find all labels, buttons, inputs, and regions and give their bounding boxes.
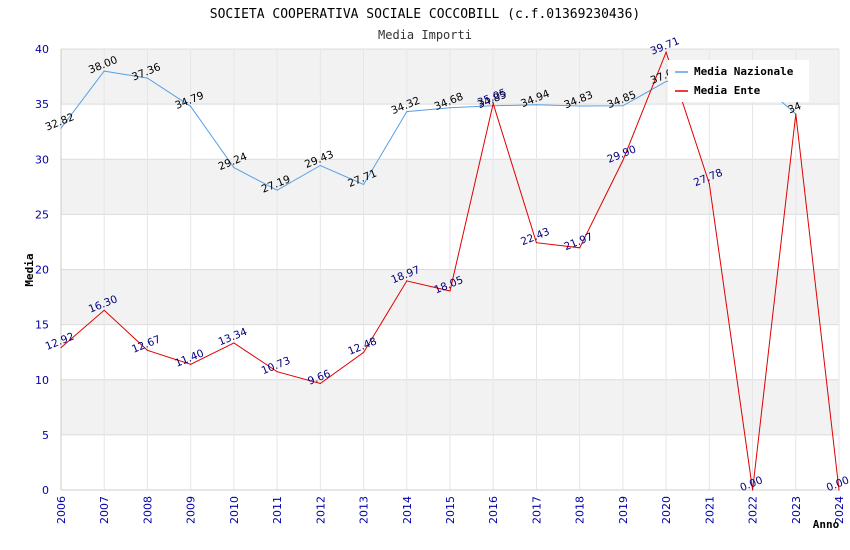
x-tick-label: 2016 xyxy=(487,496,500,524)
data-point-media-nazionale xyxy=(406,111,408,113)
data-point-media-ente xyxy=(362,351,365,354)
y-axis-label: Media xyxy=(23,253,36,286)
data-point-media-ente xyxy=(319,382,321,385)
data-point-media-nazionale xyxy=(190,105,192,108)
data-point-media-nazionale xyxy=(579,105,581,107)
x-tick-label: 2024 xyxy=(833,496,846,524)
data-point-media-ente xyxy=(60,346,62,349)
x-tick-label: 2014 xyxy=(401,496,414,524)
data-point-media-ente xyxy=(838,489,840,491)
data-point-media-ente xyxy=(492,102,494,105)
data-point-media-ente xyxy=(622,159,624,161)
x-axis-ticks: 2006 2007 2008 2009 2010 2011 2012 2013 2014 2015… xyxy=(55,496,846,524)
data-point-media-nazionale xyxy=(103,70,105,72)
axes xyxy=(60,49,839,491)
legend-label-media-nazionale: Media Nazionale xyxy=(694,65,794,78)
data-point-media-nazionale xyxy=(362,183,365,186)
x-tick-label: 2021 xyxy=(703,496,716,524)
data-point-media-ente xyxy=(406,280,408,282)
x-tick-label: 2013 xyxy=(358,496,371,524)
y-tick-label: 25 xyxy=(35,208,49,221)
data-point-media-ente xyxy=(233,342,235,344)
data-point-media-ente xyxy=(103,309,105,311)
x-axis-label: Anno xyxy=(813,518,840,531)
x-tick-label: 2020 xyxy=(660,496,673,524)
x-tick-label: 2019 xyxy=(617,496,630,524)
y-tick-label: 30 xyxy=(35,153,49,166)
data-point-media-ente xyxy=(449,290,451,292)
x-tick-label: 2009 xyxy=(185,496,198,524)
data-point-media-ente xyxy=(276,371,278,373)
x-tick-label: 2006 xyxy=(55,496,68,524)
x-tick-label: 2018 xyxy=(574,496,587,524)
data-point-media-ente xyxy=(579,247,581,249)
data-point-media-nazionale xyxy=(665,80,667,83)
legend: Media Nazionale Media Ente xyxy=(668,60,809,102)
data-point-media-ente xyxy=(795,113,797,115)
y-tick-label: 15 xyxy=(35,319,49,332)
x-tick-label: 2015 xyxy=(444,496,457,524)
x-tick-label: 2011 xyxy=(271,496,284,524)
data-point-media-ente xyxy=(751,489,754,491)
y-tick-label: 40 xyxy=(35,43,49,56)
data-point-media-nazionale xyxy=(233,167,235,169)
chart-subtitle: Media Importi xyxy=(378,28,472,42)
y-tick-label: 5 xyxy=(42,429,49,442)
y-tick-label: 35 xyxy=(35,98,49,111)
data-point-media-ente xyxy=(665,51,667,53)
legend-label-media-ente: Media Ente xyxy=(694,84,761,97)
x-tick-label: 2022 xyxy=(747,496,760,524)
x-tick-label: 2010 xyxy=(228,496,241,524)
data-label-media-nazionale: 34 xyxy=(786,100,803,116)
data-point-media-nazionale xyxy=(60,127,62,129)
x-tick-label: 2012 xyxy=(314,496,327,524)
data-point-media-nazionale xyxy=(276,189,278,191)
x-tick-label: 2017 xyxy=(530,496,543,524)
x-tick-label: 2023 xyxy=(790,496,803,524)
data-point-media-nazionale xyxy=(319,164,321,167)
x-tick-label: 2007 xyxy=(98,496,111,524)
y-tick-label: 20 xyxy=(35,264,49,277)
legend-box xyxy=(668,60,809,102)
y-tick-label: 10 xyxy=(35,374,49,387)
data-point-media-nazionale xyxy=(535,104,538,106)
data-point-media-ente xyxy=(535,242,538,244)
data-point-media-ente xyxy=(190,363,192,365)
data-point-media-nazionale xyxy=(622,105,624,107)
data-point-media-ente xyxy=(708,183,710,185)
y-tick-label: 0 xyxy=(42,484,49,497)
data-point-media-nazionale xyxy=(449,107,451,109)
data-point-media-ente xyxy=(146,349,149,351)
x-tick-label: 2008 xyxy=(141,496,154,524)
data-point-media-nazionale xyxy=(146,77,149,79)
y-axis-ticks: 0 5 10 15 20 25 30 35 40 xyxy=(35,43,49,497)
chart-title: SOCIETA COOPERATIVA SOCIALE COCCOBILL (c… xyxy=(210,7,640,22)
